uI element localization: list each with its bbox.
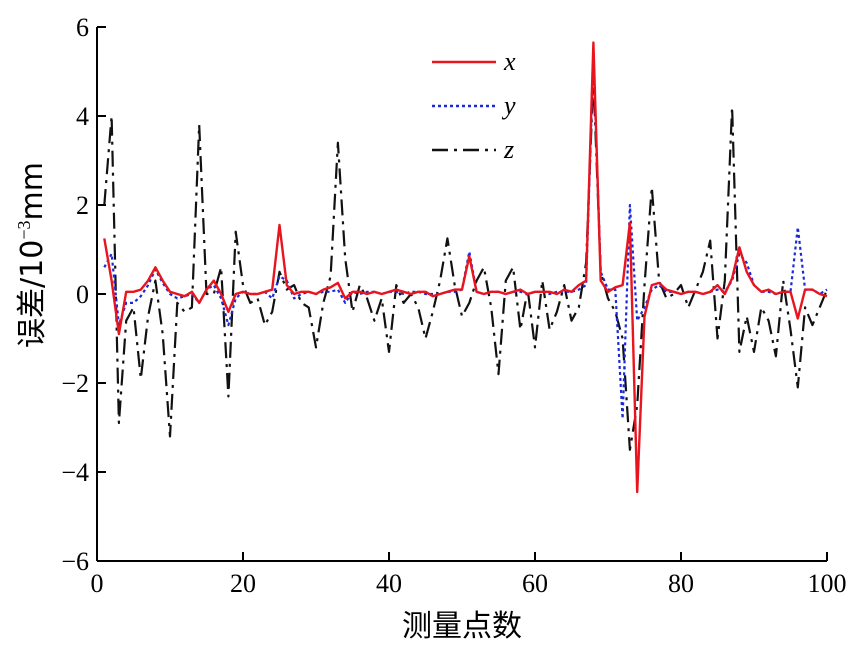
series-line-x [103, 41, 828, 494]
legend-label-y: y [501, 91, 516, 120]
x-tick-label: 40 [376, 569, 402, 598]
legend-label-x: x [503, 47, 516, 76]
y-axis-title-main: 误差/10 [15, 240, 50, 348]
y-tick-label: −2 [61, 369, 89, 398]
legend: xyz [432, 47, 516, 164]
x-axis: 0 20 40 60 80 100 [91, 552, 847, 598]
y-axis-title-exponent: −3 [14, 221, 34, 240]
y-axis-title-unit: mm [15, 162, 50, 220]
series-line-y [103, 54, 828, 420]
y-tick-label: 2 [76, 191, 89, 220]
x-tick-label: 0 [91, 569, 104, 598]
y-tick-label: −4 [61, 458, 89, 487]
x-tick-label: 80 [668, 569, 694, 598]
legend-label-z: z [503, 135, 514, 164]
y-axis-title: 误差/10−3mm [14, 162, 50, 348]
series-layer [103, 41, 829, 494]
y-tick-label: −6 [61, 547, 89, 576]
series-line-z [103, 74, 829, 451]
x-tick-label: 60 [522, 569, 548, 598]
x-tick-label: 20 [230, 569, 256, 598]
x-tick-label: 100 [808, 569, 847, 598]
y-tick-label: 6 [76, 13, 89, 42]
x-axis-title: 测量点数 [402, 609, 522, 644]
y-tick-label: 0 [76, 280, 89, 309]
y-tick-label: 4 [76, 102, 89, 131]
y-axis: −6 −4 −2 0 2 4 6 [61, 13, 106, 576]
